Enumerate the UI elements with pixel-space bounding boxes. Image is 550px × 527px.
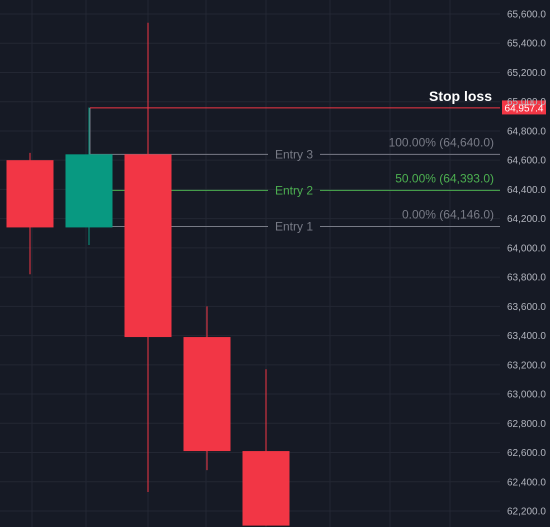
y-tick-label: 63,600.0	[507, 302, 546, 313]
y-tick-label: 64,800.0	[507, 126, 546, 137]
candle-body	[183, 337, 231, 452]
y-tick-label: 64,000.0	[507, 243, 546, 254]
y-tick-label: 62,800.0	[507, 419, 546, 430]
entry-label: Entry 2	[275, 183, 313, 197]
y-tick-label: 63,200.0	[507, 360, 546, 371]
y-tick-label: 63,400.0	[507, 331, 546, 342]
price-axis[interactable]: 65,600.0 65,400.0 65,200.0 65,000.0 64,800.0…	[507, 10, 546, 518]
candle	[242, 369, 290, 526]
y-tick-label: 63,800.0	[507, 273, 546, 284]
grid	[0, 0, 500, 527]
entry-levels: Entry 3 100.00% (64,640.0) Entry 2 50.00% (…	[89, 107, 500, 234]
y-tick-label: 65,000.0	[507, 97, 546, 108]
y-tick-label: 62,600.0	[507, 448, 546, 459]
stop-loss-title: Stop loss	[429, 88, 492, 104]
level-label: 50.00% (64,393.0)	[395, 171, 494, 185]
candle	[6, 152, 54, 275]
candle	[65, 107, 113, 245]
entry-label: Entry 1	[275, 220, 313, 234]
y-tick-label: 64,200.0	[507, 214, 546, 225]
stop-loss-badge	[502, 100, 546, 115]
y-tick-label: 62,400.0	[507, 477, 546, 488]
candle	[183, 306, 231, 471]
y-tick-label: 65,200.0	[507, 68, 546, 79]
candle-body	[6, 160, 54, 228]
y-tick-label: 63,000.0	[507, 390, 546, 401]
level-label: 100.00% (64,640.0)	[389, 135, 494, 149]
entry-label: Entry 3	[275, 147, 313, 161]
level-label: 0.00% (64,146.0)	[402, 208, 494, 222]
y-tick-label: 64,400.0	[507, 185, 546, 196]
y-tick-label: 65,400.0	[507, 39, 546, 50]
y-tick-label: 65,600.0	[507, 10, 546, 21]
candle-body	[65, 154, 113, 228]
stop-loss-line[interactable]: Stop loss 64,957.4	[90, 88, 546, 115]
y-tick-label: 62,200.0	[507, 507, 546, 518]
candles	[6, 22, 290, 526]
stop-loss-badge-label: 64,957.4	[505, 103, 544, 114]
candle	[124, 22, 172, 492]
candle-body	[124, 154, 172, 338]
y-tick-label: 64,600.0	[507, 156, 546, 167]
candle-body	[242, 451, 290, 526]
